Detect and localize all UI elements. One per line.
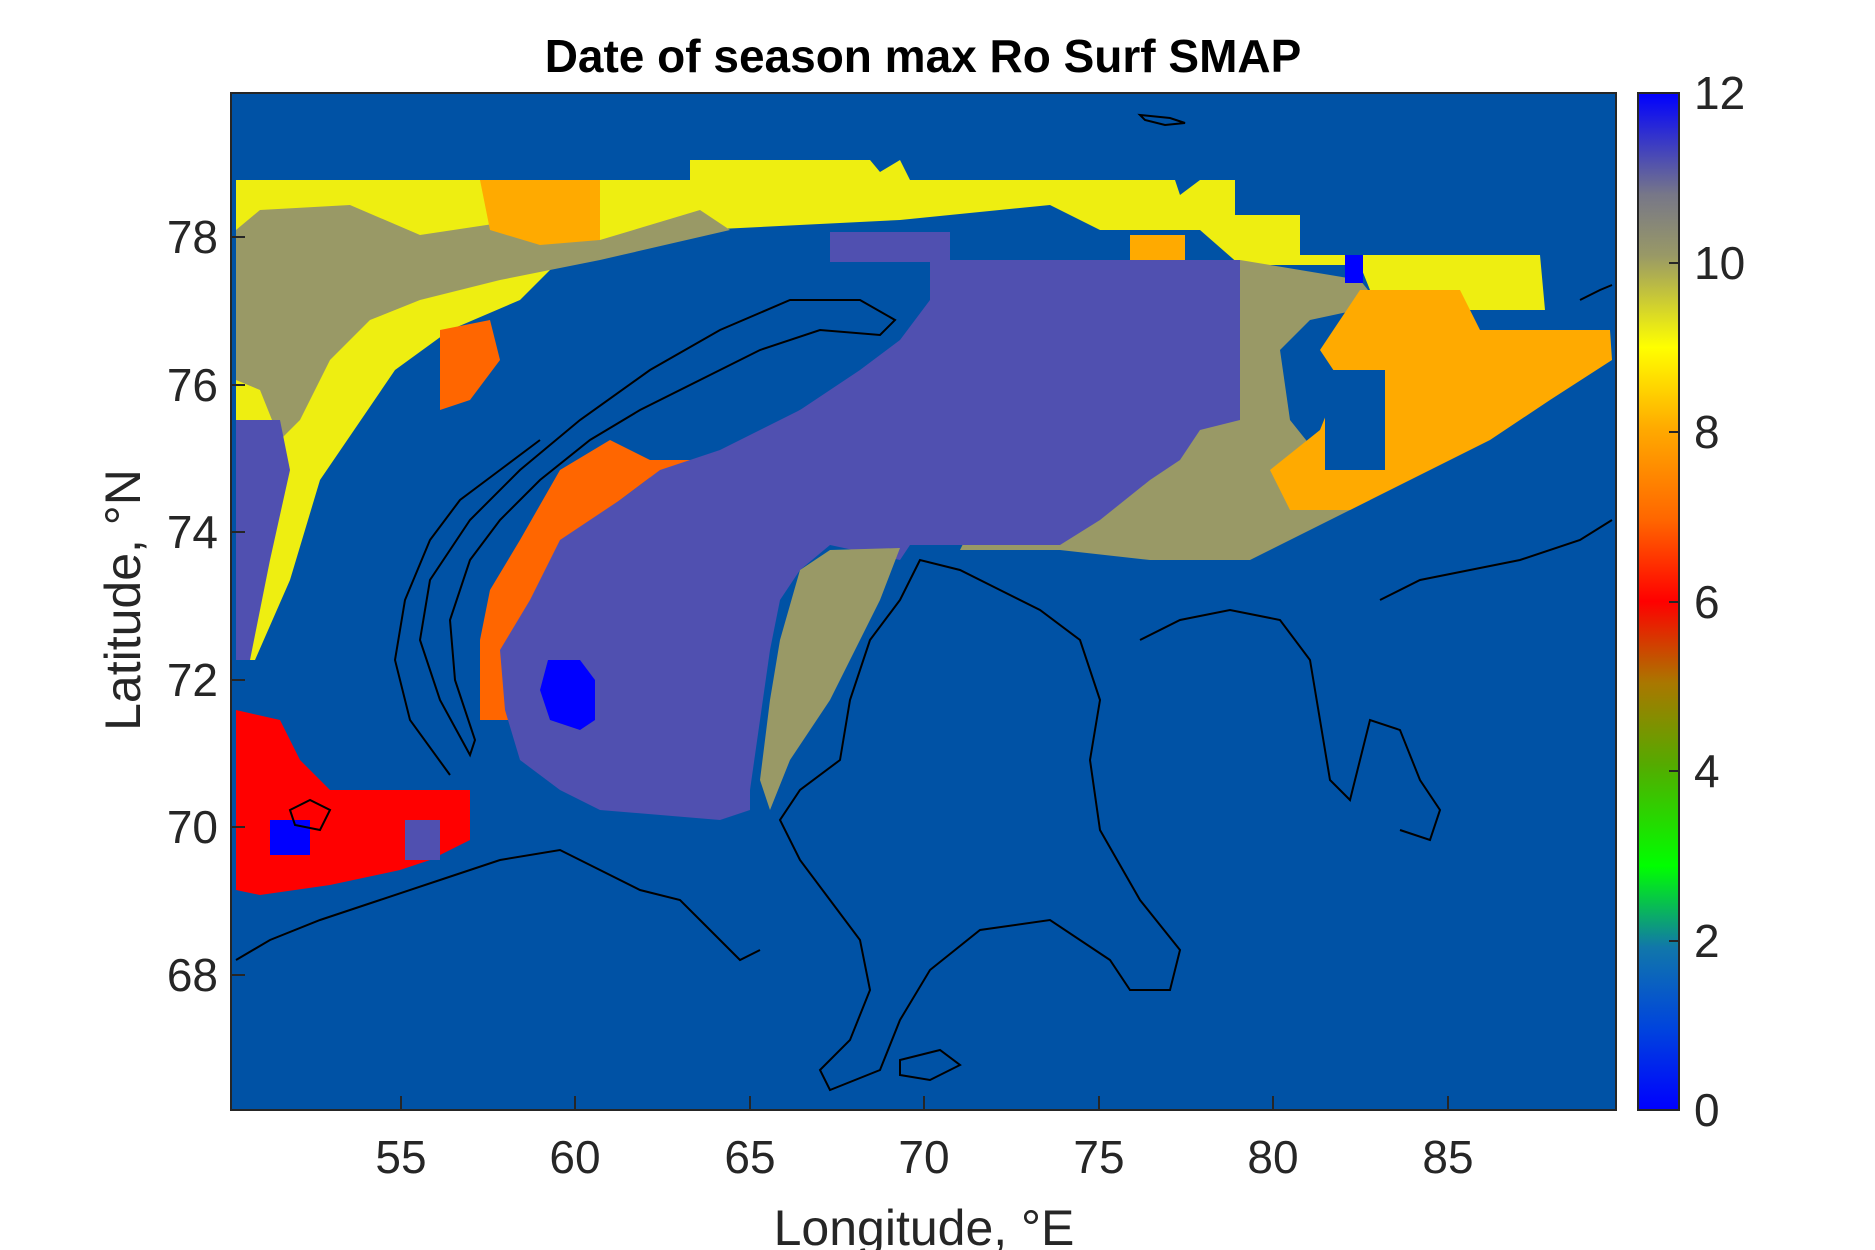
cb-tick-label-6: 6	[1694, 576, 1720, 628]
region-southwest-blue	[270, 820, 310, 855]
cb-tick-label-8: 8	[1694, 406, 1720, 458]
colorbar: 0 2 4 6 8 10 12	[1637, 67, 1745, 1136]
region-east-inner-blue	[1345, 255, 1363, 283]
x-tick-label-80: 80	[1247, 1131, 1298, 1183]
coastline-novaya-zemlya-inner	[393, 439, 541, 776]
region-northern-yellow	[236, 160, 1545, 660]
cb-tick-label-4: 4	[1694, 745, 1720, 797]
x-tick-label-85: 85	[1422, 1131, 1473, 1183]
region-east-blue-box	[1325, 370, 1385, 470]
region-southwest-lavender	[405, 820, 440, 860]
coastline-taymyr	[1379, 519, 1613, 601]
coastline-bely-island	[899, 1048, 962, 1082]
x-axis: 55 60 65 70 75 80 85	[375, 1096, 1474, 1183]
x-tick-label-70: 70	[898, 1131, 949, 1183]
cb-tick-label-12: 12	[1694, 67, 1745, 119]
y-axis-label: Latitude, °N	[95, 469, 151, 731]
region-blue-central	[540, 660, 595, 730]
coastline-novaya-zemlya	[418, 299, 897, 758]
region-north-orange	[480, 180, 600, 245]
coastline-gydan	[1139, 608, 1442, 842]
coastline-west-mainland	[235, 848, 761, 962]
coastline-kolguev	[288, 798, 332, 832]
coastline-yamal	[778, 558, 1182, 1092]
x-axis-label: Longitude, °E	[774, 1200, 1075, 1250]
region-south-gray	[760, 548, 900, 810]
coastline-outlines	[235, 113, 1613, 1092]
y-axis: 68 70 72 74 76 78	[167, 211, 245, 1001]
x-tick-label-65: 65	[724, 1131, 775, 1183]
region-ne-orange	[1130, 235, 1185, 265]
y-tick-label-72: 72	[167, 654, 218, 706]
y-tick-label-74: 74	[167, 506, 218, 558]
region-west-lavender	[236, 420, 290, 660]
y-tick-label-70: 70	[167, 801, 218, 853]
region-western-gray	[236, 205, 730, 440]
region-central-lavender-top	[830, 232, 950, 262]
region-west-orange	[440, 320, 500, 410]
x-tick-label-60: 60	[549, 1131, 600, 1183]
coastline-severnaya-zemlya	[1579, 284, 1613, 301]
plot-area	[231, 93, 1616, 1110]
x-tick-label-55: 55	[375, 1131, 426, 1183]
cb-tick-label-0: 0	[1694, 1084, 1720, 1136]
y-tick-label-78: 78	[167, 211, 218, 263]
y-tick-label-76: 76	[167, 359, 218, 411]
cb-tick-label-10: 10	[1694, 237, 1745, 289]
x-tick-label-75: 75	[1073, 1131, 1124, 1183]
chart-title: Date of season max Ro Surf SMAP	[545, 30, 1302, 82]
y-tick-label-68: 68	[167, 949, 218, 1001]
region-central-lavender	[500, 260, 1240, 820]
cb-tick-label-2: 2	[1694, 915, 1720, 967]
coastline-arctic-islands	[1137, 113, 1186, 127]
